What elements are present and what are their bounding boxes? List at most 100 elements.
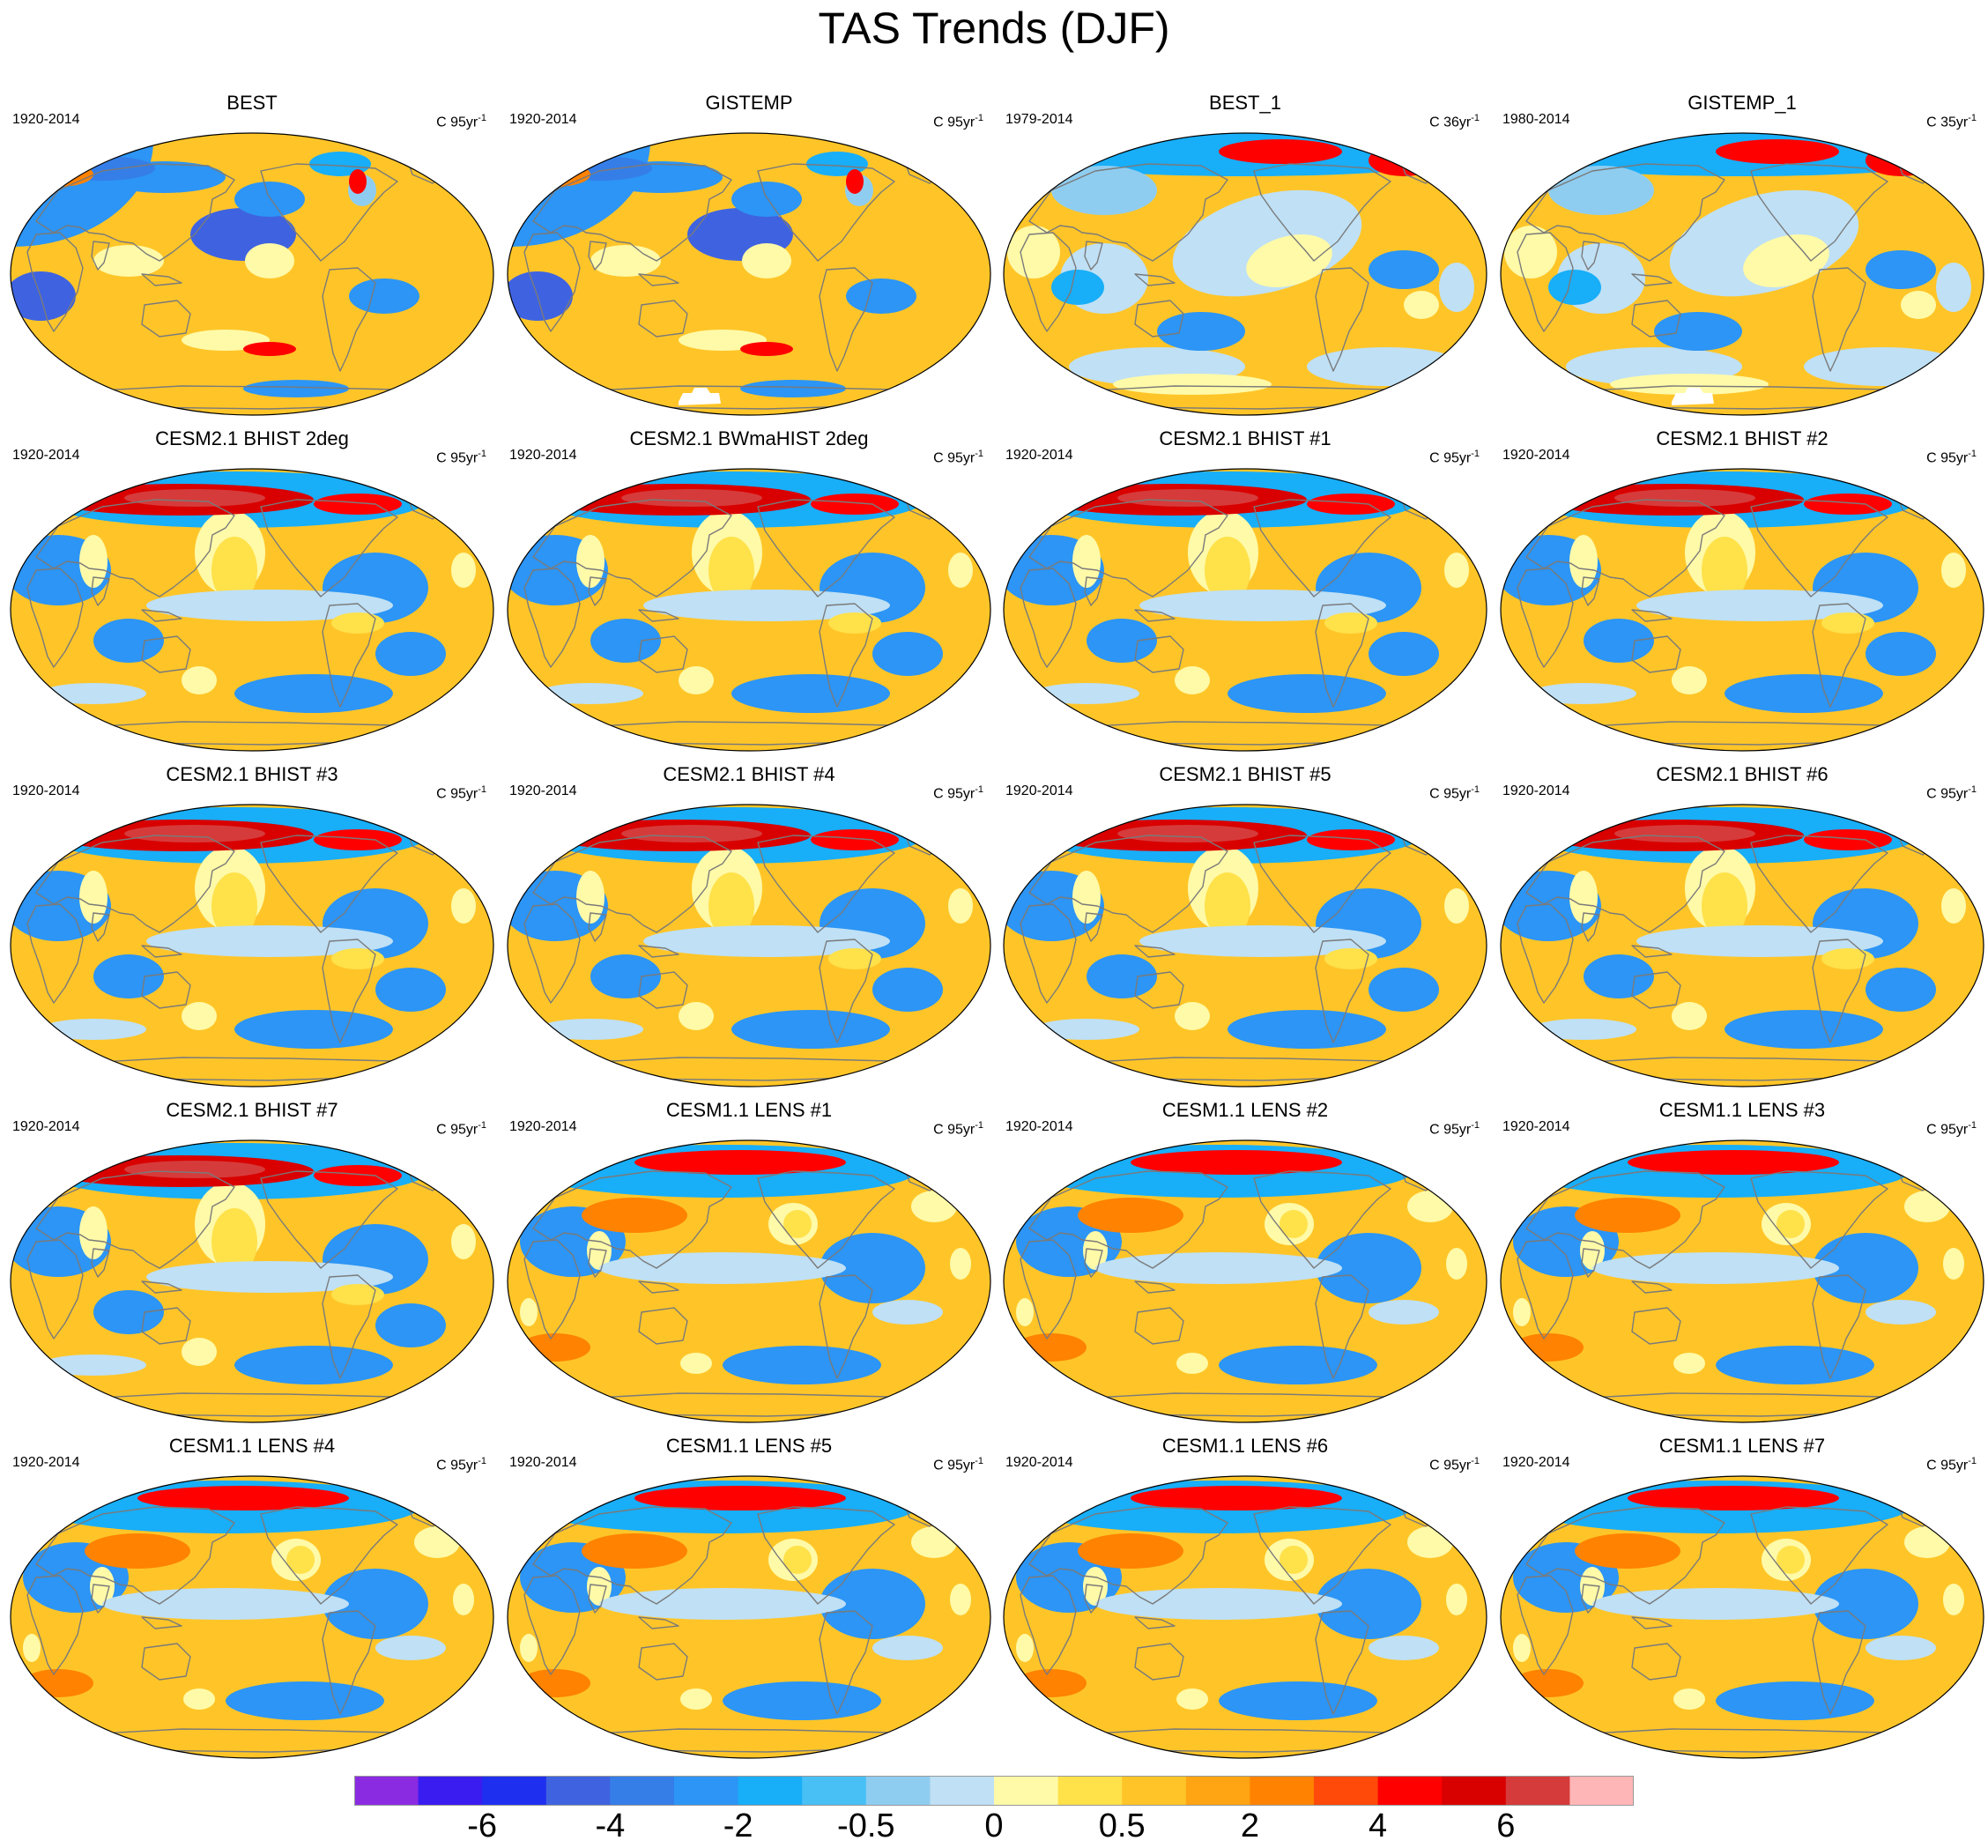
panel-units-exponent: -1	[975, 113, 983, 123]
colorbar-segment	[482, 1776, 547, 1806]
trend-region	[679, 666, 714, 694]
coastline	[1084, 1584, 1103, 1614]
coastline	[1084, 1248, 1103, 1278]
map-border	[10, 132, 494, 416]
trend-map	[1003, 1139, 1487, 1423]
coastline	[1525, 163, 1725, 262]
panel-units-base: C 95yr	[436, 786, 478, 802]
trend-region	[1941, 553, 1966, 588]
trend-region	[811, 494, 899, 515]
trend-region	[911, 1191, 957, 1222]
trend-region	[182, 1002, 217, 1030]
trend-map	[1500, 468, 1984, 752]
trend-region	[1575, 1198, 1680, 1233]
coastline	[26, 903, 84, 1004]
trend-region	[93, 619, 164, 663]
coastline	[1750, 1170, 1888, 1269]
coastline	[1134, 300, 1184, 338]
colorbar-segment	[1314, 1776, 1379, 1806]
trend-region	[1078, 1198, 1183, 1233]
trend-map	[1003, 1475, 1487, 1759]
coastline	[1812, 939, 1866, 1043]
panel-units-exponent: -1	[975, 449, 983, 459]
trend-region	[1866, 250, 1936, 289]
coastline	[1315, 267, 1369, 372]
trend-map	[10, 132, 494, 416]
colorbar-label: -6	[467, 1807, 498, 1844]
trend-region	[1176, 1353, 1208, 1374]
map-border	[1003, 1139, 1487, 1423]
trend-region	[1531, 1019, 1636, 1040]
trend-region	[621, 825, 762, 842]
coastline	[523, 903, 581, 1004]
trend-region	[1636, 590, 1883, 621]
trend-region	[1446, 1248, 1467, 1280]
coastline	[819, 1610, 873, 1715]
trend-region	[375, 632, 446, 676]
colorbar-segment	[1505, 1776, 1570, 1806]
trend-region	[582, 1198, 687, 1233]
coastline	[1517, 232, 1574, 332]
coastline	[1750, 499, 1888, 597]
trend-region	[146, 925, 393, 957]
coastline	[1581, 1584, 1600, 1614]
panel-units-base: C 95yr	[1926, 1122, 1969, 1138]
trend-region	[234, 674, 393, 713]
trend-region	[708, 872, 754, 939]
coastline	[1581, 912, 1600, 942]
trend-region	[1324, 612, 1377, 634]
trend-map	[507, 1475, 991, 1759]
panel-units-base: C 95yr	[933, 450, 975, 466]
coastline	[141, 1280, 182, 1294]
coastline	[638, 1280, 679, 1294]
trend-region	[546, 156, 652, 181]
trend-region	[538, 1019, 643, 1040]
trend-region	[234, 182, 305, 217]
trend-region	[1307, 347, 1465, 386]
trend-region	[1072, 535, 1101, 588]
panel-title: CESM1.1 LENS #5	[665, 1435, 833, 1457]
coastline	[638, 971, 688, 1009]
map-border	[1500, 1139, 1984, 1423]
panel-units: C 95yr-1	[1429, 781, 1480, 803]
panel-units-base: C 95yr	[436, 115, 478, 130]
coastline	[141, 635, 191, 673]
trend-region	[1117, 489, 1258, 507]
trend-region	[1369, 145, 1439, 176]
trend-region	[79, 871, 108, 924]
coastline	[141, 1307, 191, 1345]
coastline	[1020, 568, 1077, 668]
missing-data-region	[679, 388, 721, 405]
trend-region	[41, 683, 146, 704]
map-panel: CESM2.1 BHIST #7 1920-2014 C 95yr-1	[5, 1092, 499, 1428]
trend-region	[828, 612, 881, 634]
map-border	[10, 804, 494, 1087]
coastline	[1134, 1280, 1176, 1294]
colorbar-segment	[738, 1776, 803, 1806]
panel-units: C 95yr-1	[933, 445, 983, 467]
coastline	[1028, 499, 1228, 597]
panel-title: GISTEMP_1	[1688, 92, 1797, 114]
trend-region	[1131, 1150, 1342, 1175]
coastline	[819, 267, 873, 372]
coastline	[1020, 232, 1077, 332]
map-panel: CESM1.1 LENS #2 1920-2014 C 95yr-1	[998, 1092, 1492, 1428]
panel-title: CESM2.1 BHIST #7	[166, 1099, 338, 1121]
coastline	[1084, 576, 1103, 606]
trend-region	[1117, 825, 1258, 842]
trend-region	[529, 160, 582, 177]
trend-region	[1548, 270, 1601, 305]
trend-region	[846, 278, 916, 314]
panel-period: 1920-2014	[509, 112, 577, 127]
map-panel: GISTEMP_1 1980-2014 C 35yr-1	[1495, 85, 1988, 420]
trend-region	[1280, 1210, 1308, 1238]
coastline	[1084, 912, 1103, 942]
colorbar-segment	[1250, 1776, 1315, 1806]
trend-region	[634, 1486, 846, 1510]
coastline	[91, 1248, 110, 1278]
panel-units-exponent: -1	[1968, 113, 1977, 123]
panel-title: CESM1.1 LENS #4	[168, 1435, 336, 1457]
trend-region	[1404, 291, 1439, 319]
trend-region	[948, 888, 973, 924]
trend-region	[1016, 1634, 1034, 1662]
